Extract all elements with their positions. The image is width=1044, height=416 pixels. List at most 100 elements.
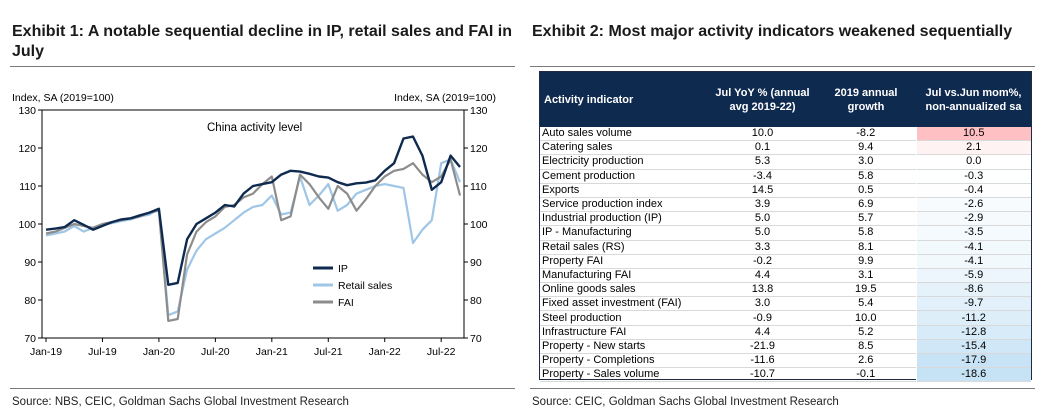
- indicator-cell: Property - Completions: [542, 354, 655, 367]
- indicator-cell: Steel production: [542, 311, 622, 324]
- growth-2019-cell: 5.8: [858, 226, 874, 239]
- y-tick-label-left: 70: [24, 333, 36, 345]
- col-header-mom: Jul vs.Jun mom%, non-annualized sa: [916, 72, 1031, 127]
- x-tick-label: Jan-21: [256, 346, 288, 358]
- indicator-cell: Service production index: [542, 198, 663, 211]
- yoy-cell: 10.0: [751, 127, 774, 140]
- indicator-cell: Manufacturing FAI: [542, 268, 632, 281]
- table-row: Property - Sales volume -10.7 -0.1 -18.6: [540, 367, 1031, 382]
- y-tick-label-right: 70: [470, 333, 482, 345]
- mom-cell: 10.5: [915, 127, 1031, 141]
- indicator-cell: Fixed asset investment (FAI): [542, 297, 682, 310]
- exhibit1-top-rule: [10, 66, 515, 67]
- yoy-cell: 0.1: [754, 141, 771, 154]
- x-tick-labels: Jan-19 Jul-19 Jan-20 Jul-20 Jan-21 Jul-21 Jan-…: [30, 346, 456, 358]
- growth-2019-cell: -8.2: [856, 127, 876, 140]
- table-row: Cement production -3.4 5.8 -0.3: [540, 169, 1031, 184]
- growth-2019-cell: 19.5: [855, 283, 877, 296]
- yoy-cell: -0.9: [753, 311, 772, 324]
- table-row: Manufacturing FAI 4.4 3.1 -5.9: [540, 268, 1031, 283]
- table-row: Service production index 3.9 6.9 -2.6: [540, 197, 1031, 212]
- col-header-jul-yoy: Jul YoY % (annual avg 2019-22): [709, 72, 816, 127]
- mom-cell: -9.7: [915, 296, 1031, 311]
- series-lines: [45, 135, 462, 322]
- growth-2019-cell: 6.9: [858, 198, 874, 211]
- yoy-cell: 5.3: [754, 155, 771, 168]
- chart-title: China activity level: [207, 122, 302, 134]
- table-row: Auto sales volume 10.0 -8.2 10.5: [540, 127, 1031, 141]
- y-tick-label-left: 90: [24, 257, 36, 269]
- growth-2019-cell: -0.1: [856, 368, 876, 381]
- x-tick-label: Jan-22: [369, 346, 401, 358]
- yoy-cell: -3.4: [753, 169, 772, 182]
- y-tick-label-right: 130: [470, 105, 488, 117]
- growth-2019-cell: 9.4: [858, 141, 874, 154]
- y-tick-label-left: 80: [24, 295, 36, 307]
- mom-cell: -5.9: [915, 268, 1031, 283]
- y-tick-label-right: 80: [470, 295, 482, 307]
- col-header-indicator: Activity indicator: [540, 72, 709, 127]
- x-tick-label: Jul-20: [201, 346, 230, 358]
- indicator-cell: Auto sales volume: [542, 127, 632, 140]
- growth-2019-cell: 8.1: [858, 240, 874, 253]
- y-tick-label-right: 90: [470, 257, 482, 269]
- table-header-row: Activity indicator Jul YoY % (annual avg…: [540, 72, 1031, 127]
- indicator-cell: Catering sales: [542, 141, 613, 154]
- growth-2019-cell: 3.0: [858, 155, 874, 168]
- table-row: Property - Completions -11.6 2.6 -17.9: [540, 353, 1031, 368]
- exhibit1-bottom-rule: [10, 388, 515, 389]
- yoy-cell: 4.4: [754, 268, 771, 281]
- mom-cell: -2.9: [915, 211, 1031, 226]
- y-tick-label-left: 130: [18, 105, 36, 117]
- indicator-cell: Electricity production: [542, 155, 644, 168]
- y-axis-label-right: Index, SA (2019=100): [394, 92, 496, 104]
- table-row: Online goods sales 13.8 19.5 -8.6: [540, 282, 1031, 297]
- mom-cell: -8.6: [915, 282, 1031, 297]
- legend-label-fai: FAI: [338, 297, 354, 309]
- yoy-cell: 4.4: [754, 325, 771, 338]
- y-tick-label-left: 120: [18, 143, 36, 155]
- growth-2019-cell: 5.2: [858, 325, 874, 338]
- y-tick-label-right: 100: [470, 219, 488, 231]
- mom-cell: -2.6: [915, 197, 1031, 212]
- yoy-cell: 3.3: [754, 240, 771, 253]
- x-tick-label: Jul-19: [88, 346, 117, 358]
- yoy-cell: 5.0: [754, 226, 771, 239]
- exhibit1-title: Exhibit 1: A notable sequential decline …: [12, 23, 512, 60]
- activity-line-chart: 70 70 80 80 90 90 100 100 110 110 120 120 130 130 Jan…: [12, 92, 496, 358]
- growth-2019-cell: 0.5: [858, 183, 874, 196]
- y-tick-label-left: 110: [19, 181, 36, 193]
- table-row: IP - Manufacturing 5.0 5.8 -3.5: [540, 225, 1031, 240]
- growth-2019-cell: 5.4: [858, 297, 874, 310]
- y-axis-label-left: Index, SA (2019=100): [12, 92, 114, 104]
- exhibit2-source: Source: CEIC, Goldman Sachs Global Inves…: [532, 396, 839, 408]
- indicator-cell: Cement production: [542, 169, 635, 182]
- y-tick-labels: 70 70 80 80 90 90 100 100 110 110 120 120 130 130: [18, 105, 487, 345]
- exhibit2-bottom-rule: [530, 388, 1035, 389]
- series-line-retail-sales: [45, 158, 462, 317]
- yoy-cell: 5.0: [754, 212, 771, 225]
- mom-cell: -4.1: [915, 254, 1031, 269]
- mom-cell: 2.1: [915, 140, 1031, 155]
- series-line-ip: [45, 135, 461, 286]
- mom-cell: -11.2: [915, 310, 1031, 326]
- x-tick-label: Jul-22: [427, 346, 456, 358]
- indicator-cell: Infrastructure FAI: [542, 325, 627, 338]
- table-row: Steel production -0.9 10.0 -11.2: [540, 310, 1031, 326]
- mom-cell: -3.5: [915, 225, 1031, 240]
- table-row: Property FAI -0.2 9.9 -4.1: [540, 254, 1031, 269]
- indicator-cell: Exports: [542, 183, 580, 196]
- table-row: Electricity production 5.3 3.0 0.0: [540, 154, 1031, 170]
- growth-2019-cell: 9.9: [858, 254, 874, 267]
- mom-cell: 0.0: [915, 154, 1031, 170]
- indicator-cell: Property - Sales volume: [542, 368, 660, 381]
- axis-ticks: [38, 109, 468, 342]
- yoy-cell: 14.5: [751, 183, 774, 196]
- yoy-cell: -11.6: [750, 354, 775, 367]
- table-row: Property - New starts -21.9 8.5 -15.4: [540, 339, 1031, 354]
- x-tick-label: Jan-20: [143, 346, 175, 358]
- y-tick-label-right: 110: [470, 181, 487, 193]
- mom-cell: -0.4: [915, 183, 1031, 198]
- indicator-cell: IP - Manufacturing: [542, 226, 632, 239]
- table-row: Infrastructure FAI 4.4 5.2 -12.8: [540, 325, 1031, 340]
